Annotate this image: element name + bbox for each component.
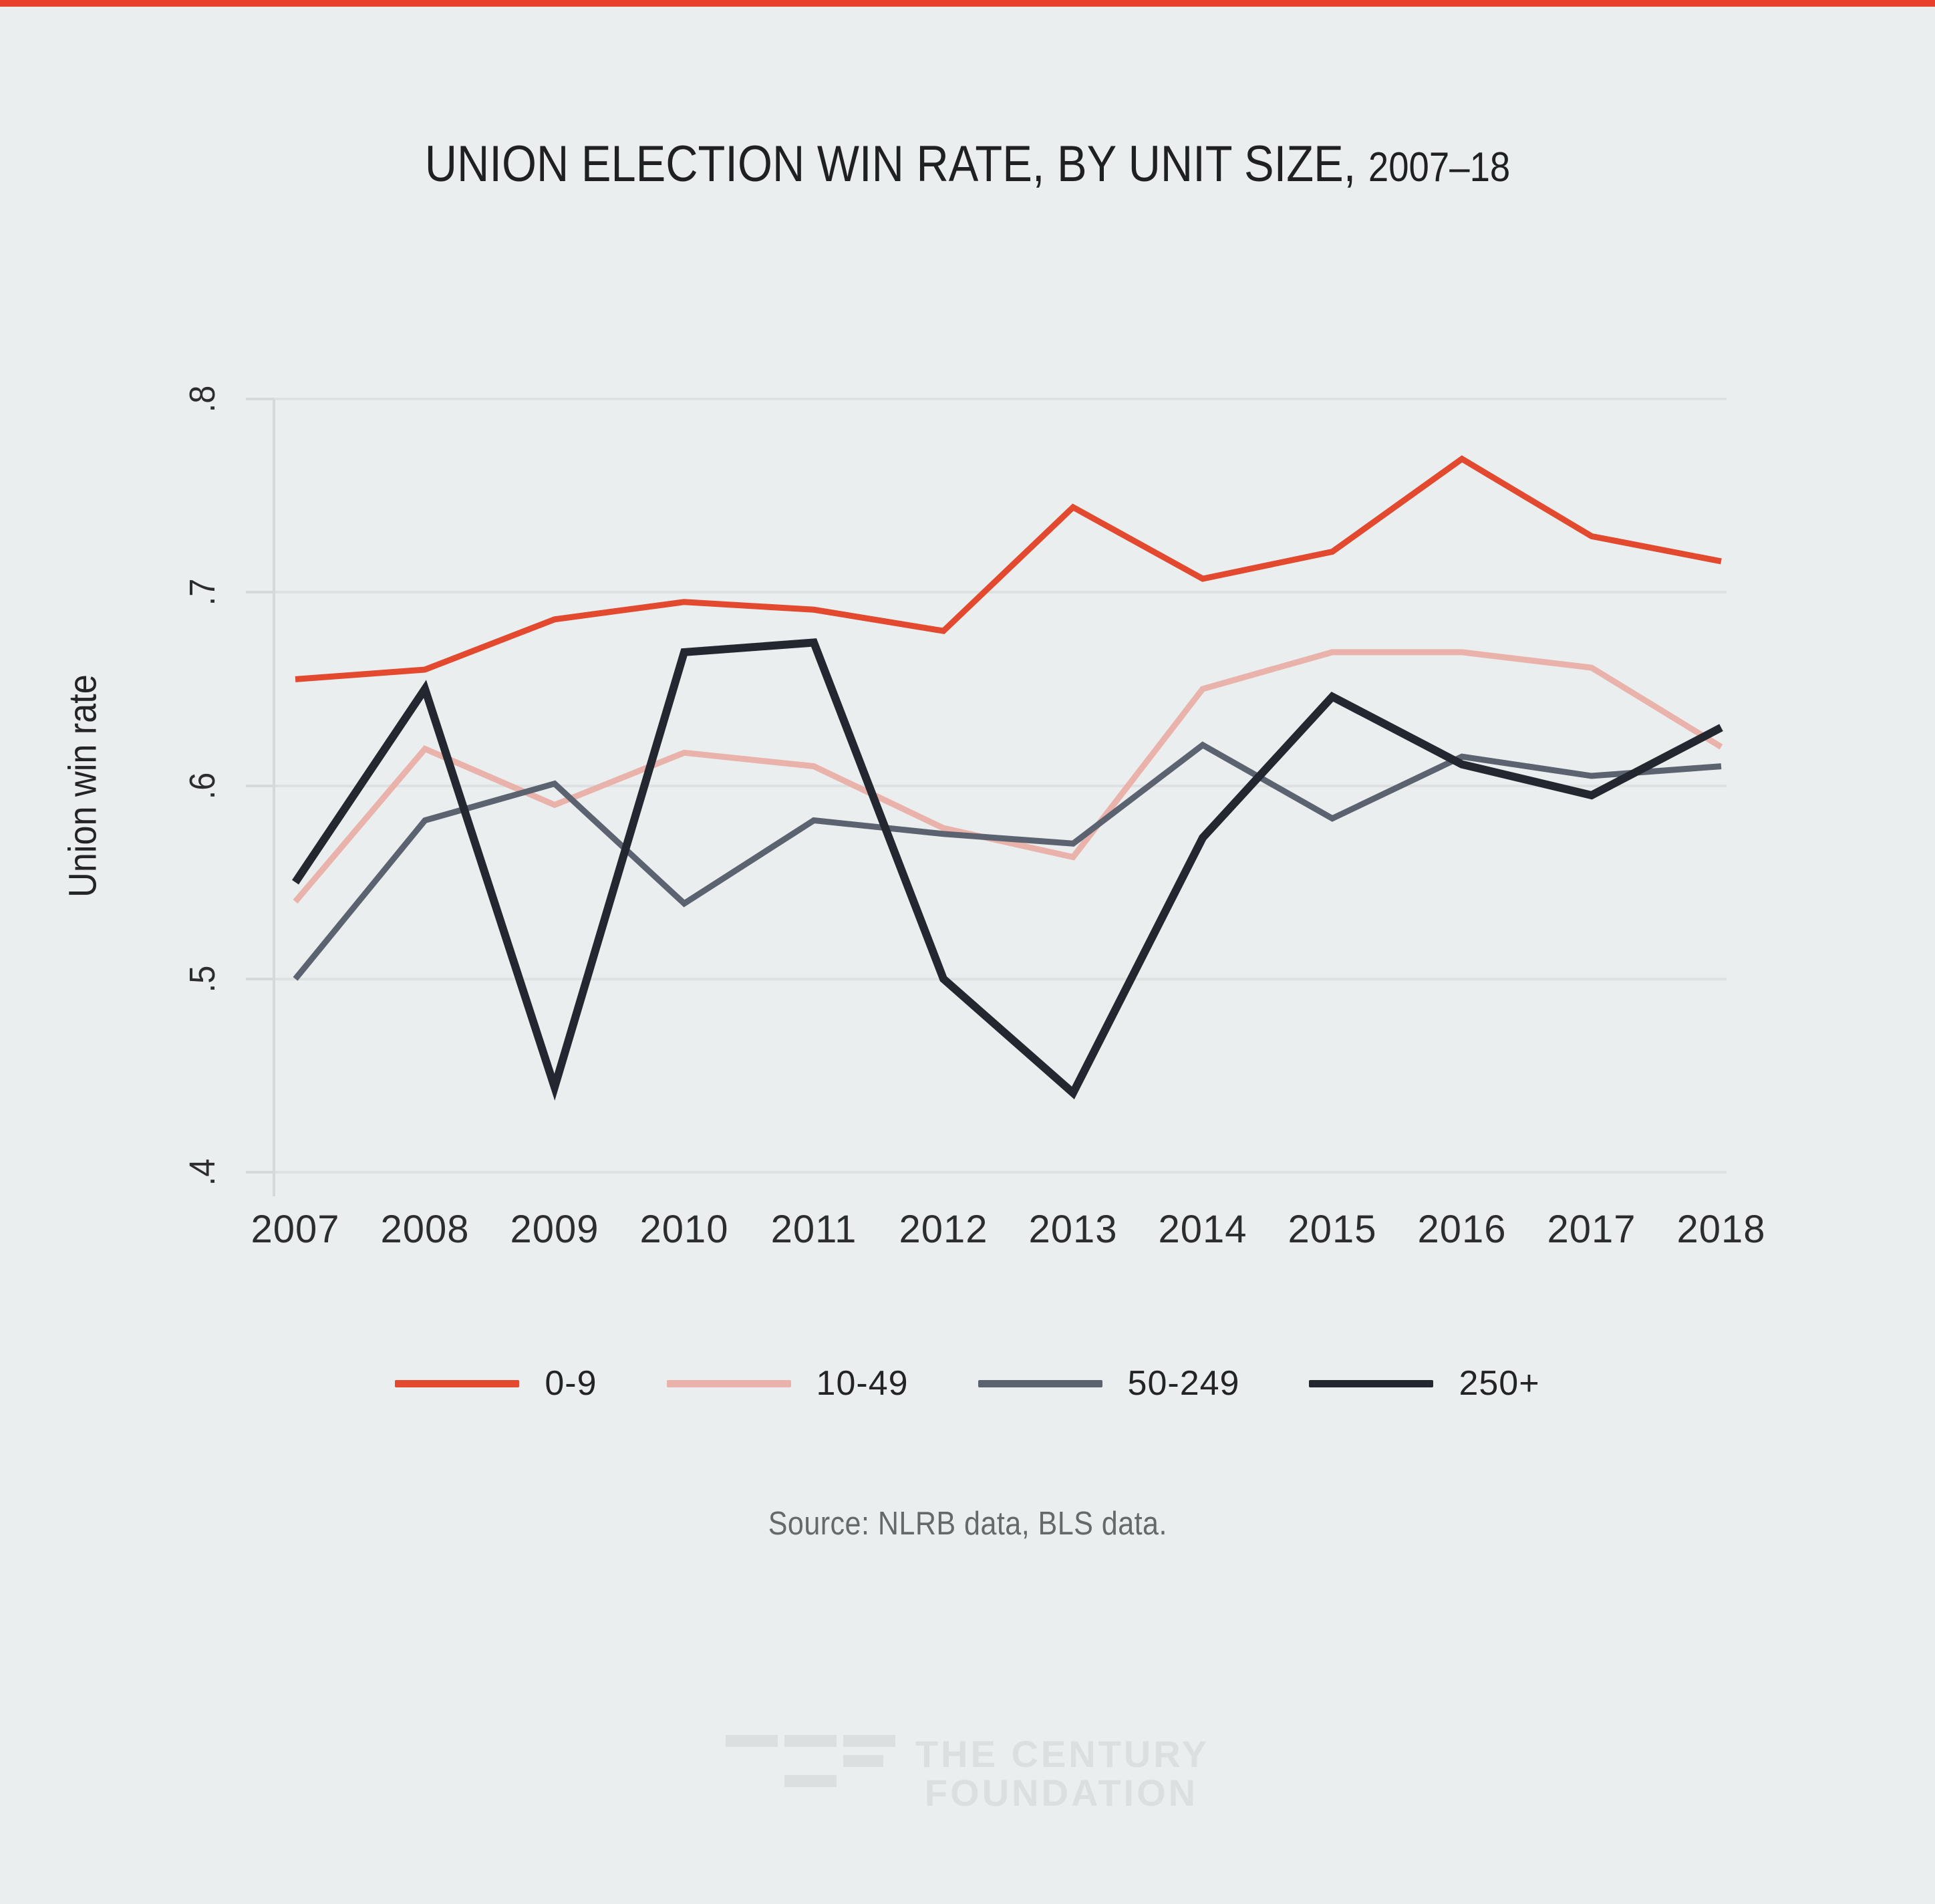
x-tick-label: 2008 — [380, 1208, 470, 1251]
legend-label-50-249: 50-249 — [1127, 1364, 1240, 1403]
legend-item-0-9: 0-9 — [395, 1363, 597, 1403]
source-note-text: Source: NLRB data, BLS data. — [768, 1506, 1167, 1542]
legend-label-10-49: 10-49 — [816, 1364, 909, 1403]
x-tick-label: 2014 — [1158, 1208, 1247, 1251]
tcf-logo-mark — [725, 1735, 895, 1788]
legend-item-10-49: 10-49 — [666, 1363, 909, 1403]
y-tick-mark — [246, 591, 274, 594]
logo-bar — [784, 1735, 837, 1747]
legend-swatch-50-249 — [978, 1379, 1102, 1387]
chart-title: UNION ELECTION WIN RATE, BY UNIT SIZE, 2… — [0, 136, 1935, 192]
logo-bar — [843, 1755, 883, 1767]
legend-swatch-0-9 — [395, 1379, 520, 1387]
logo-bar — [725, 1735, 778, 1747]
legend-item-250+: 250+ — [1309, 1363, 1539, 1403]
x-tick-label: 2018 — [1676, 1208, 1766, 1251]
tcf-logo-line1: THE CENTURY — [915, 1733, 1210, 1775]
chart-title-main: UNION ELECTION WIN RATE, BY UNIT SIZE, — [424, 136, 1356, 192]
x-tick-label: 2007 — [251, 1208, 340, 1251]
legend-swatch-10-49 — [666, 1379, 791, 1387]
top-accent-bar — [0, 0, 1935, 7]
grid-line — [274, 398, 1727, 400]
tcf-logo-text: THE CENTURY FOUNDATION — [915, 1735, 1209, 1812]
grid-line — [274, 977, 1727, 980]
legend-item-50-249: 50-249 — [978, 1363, 1240, 1403]
series-line-10-49 — [293, 649, 1723, 904]
logo-bar — [843, 1735, 895, 1747]
series-line-250+ — [292, 638, 1723, 1101]
grid-line — [274, 784, 1727, 787]
legend-label-0-9: 0-9 — [545, 1364, 597, 1403]
y-tick-mark — [246, 977, 274, 980]
y-axis-title: Union win rate — [61, 674, 105, 898]
x-tick-label: 2016 — [1417, 1208, 1507, 1251]
y-tick-mark — [246, 1171, 274, 1174]
x-tick-label: 2015 — [1288, 1208, 1377, 1251]
grid-line — [274, 591, 1727, 594]
series-line-0-9 — [295, 455, 1722, 682]
x-tick-label: 2013 — [1028, 1208, 1118, 1251]
y-tick-mark — [246, 398, 274, 400]
grid-line — [274, 1171, 1727, 1174]
x-tick-label: 2017 — [1547, 1208, 1636, 1251]
x-tick-label: 2010 — [639, 1208, 729, 1251]
tcf-logo-line2: FOUNDATION — [924, 1772, 1199, 1814]
x-tick-label: 2009 — [510, 1208, 599, 1251]
legend-swatch-250+ — [1309, 1379, 1434, 1387]
x-tick-label: 2011 — [770, 1208, 857, 1251]
chart-title-period: 2007–18 — [1368, 144, 1511, 190]
y-tick-mark — [246, 784, 274, 787]
source-note: Source: NLRB data, BLS data. — [0, 1505, 1935, 1542]
logo-bar — [784, 1775, 837, 1787]
series-line-50-249 — [293, 741, 1722, 981]
y-axis-line — [273, 399, 275, 1196]
legend-label-250+: 250+ — [1459, 1364, 1540, 1403]
legend: 0-9 10-49 50-249 250+ — [0, 1363, 1935, 1403]
x-tick-label: 2012 — [899, 1208, 988, 1251]
tcf-logo: THE CENTURY FOUNDATION — [0, 1735, 1935, 1812]
